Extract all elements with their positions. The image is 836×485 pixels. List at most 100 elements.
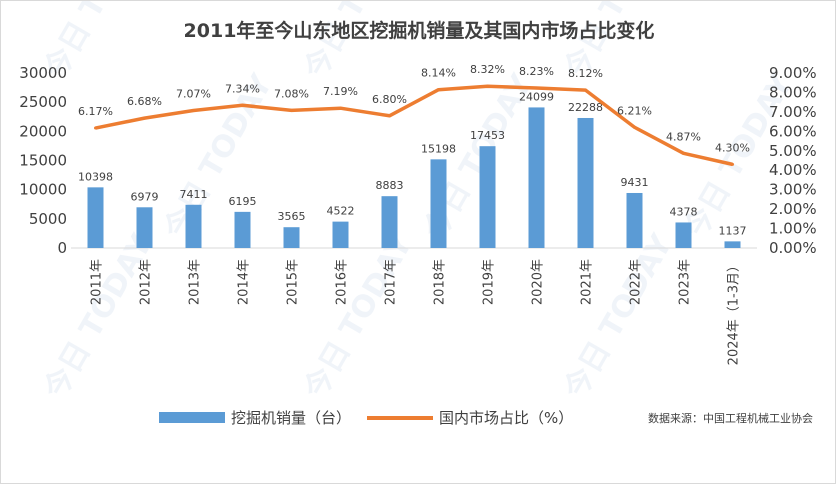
x-axis-labels: 2011年 2012年 2013年 2014年 2015年 2016年 2017年 2018年… <box>90 259 742 365</box>
right-tick-label: 5.00% <box>769 142 817 160</box>
line-point <box>94 126 97 130</box>
watermark-7: 今日 TODAY <box>298 228 421 405</box>
bar <box>430 159 447 248</box>
x-category-label: 2023年 <box>678 259 693 305</box>
right-tick-label: 1.00% <box>769 220 817 238</box>
right-tick-label: 4.00% <box>769 161 817 179</box>
bar <box>332 221 349 248</box>
bar <box>724 241 741 248</box>
x-category-label: 2014年 <box>237 259 252 305</box>
x-category-label: 2024年（1-3月） <box>727 259 742 365</box>
line-point <box>192 109 195 113</box>
left-tick-label: 15000 <box>19 152 67 170</box>
bar <box>577 117 594 248</box>
bar <box>528 107 545 248</box>
x-category-label: 2017年 <box>384 259 399 305</box>
line-data-label: 7.34% <box>225 82 260 95</box>
right-tick-label: 0.00% <box>769 239 817 257</box>
source-note: 数据来源：中国工程机械工业协会 <box>648 411 813 425</box>
bar-data-label: 24099 <box>519 90 554 103</box>
line-point <box>339 106 342 110</box>
line-point <box>682 151 685 155</box>
bar <box>136 207 153 248</box>
x-category-label: 2012年 <box>139 259 154 305</box>
line-point <box>535 86 538 90</box>
bar-data-label: 10398 <box>78 170 113 183</box>
legend: 挖掘机销量（台） 国内市场占比（%） <box>159 409 573 427</box>
line-point <box>731 162 734 166</box>
left-tick-label: 20000 <box>19 122 67 140</box>
x-category-label: 2018年 <box>433 259 448 305</box>
bar <box>283 227 300 248</box>
left-tick-label: 0 <box>57 239 67 257</box>
bar <box>87 187 104 248</box>
line-data-label: 6.80% <box>372 93 407 106</box>
chart-title: 2011年至今山东地区挖掘机销量及其国内市场占比变化 <box>184 19 655 42</box>
left-tick-label: 10000 <box>19 181 67 199</box>
watermark-6: 今日 TODAY <box>38 228 161 405</box>
right-axis: 0.00%1.00% 2.00%3.00% 4.00%5.00% 6.00%7.00%… <box>769 64 817 257</box>
line-series <box>94 84 734 167</box>
bar-data-label: 4522 <box>327 205 355 218</box>
bar <box>381 196 398 248</box>
bar <box>185 204 202 248</box>
legend-bar-swatch <box>159 412 225 423</box>
bar-data-label: 7411 <box>180 188 208 201</box>
bar-data-label: 4378 <box>670 205 698 218</box>
left-tick-label: 5000 <box>29 210 67 228</box>
left-axis: 0 5000 10000 15000 20000 25000 30000 <box>19 64 757 257</box>
x-category-label: 2022年 <box>629 259 644 305</box>
line-point <box>633 125 636 129</box>
right-tick-label: 2.00% <box>769 200 817 218</box>
x-category-label: 2020年 <box>531 259 546 305</box>
line-labels: 6.17% 6.68% 7.07% 7.34% 7.08% 7.19% 6.80% 8.14%… <box>78 63 750 154</box>
legend-bar-label: 挖掘机销量（台） <box>231 409 351 427</box>
line-data-label: 8.32% <box>470 63 505 76</box>
line-data-label: 4.87% <box>666 130 701 143</box>
bar-data-label: 3565 <box>278 210 306 223</box>
bar-data-label: 6195 <box>229 195 257 208</box>
bar-series <box>87 107 741 248</box>
bar-data-label: 8883 <box>376 179 404 192</box>
bar <box>626 192 643 248</box>
bar-data-label: 1137 <box>719 224 747 237</box>
line-point <box>143 116 146 120</box>
right-tick-label: 6.00% <box>769 122 817 140</box>
bar-data-label: 17453 <box>470 129 505 142</box>
x-category-label: 2011年 <box>90 259 105 305</box>
right-tick-label: 3.00% <box>769 181 817 199</box>
bar <box>675 222 692 248</box>
line-data-label: 8.23% <box>519 65 554 78</box>
bar <box>234 211 251 248</box>
line-data-label: 6.68% <box>127 95 162 108</box>
line-point <box>290 108 293 112</box>
line-point <box>437 88 440 92</box>
line-point <box>388 114 391 118</box>
left-tick-label: 30000 <box>19 64 67 82</box>
x-category-label: 2013年 <box>188 259 203 305</box>
line-data-label: 6.17% <box>78 105 113 118</box>
line-point <box>486 84 489 88</box>
line-data-label: 8.12% <box>568 67 603 80</box>
bar-data-label: 6979 <box>131 190 159 203</box>
watermark-1: 今日 TODAY <box>298 1 421 85</box>
bar <box>479 146 496 248</box>
right-tick-label: 9.00% <box>769 64 817 82</box>
line-point <box>584 88 587 92</box>
watermark-8: 今日 TODAY <box>558 228 681 405</box>
x-category-label: 2021年 <box>580 259 595 305</box>
line-data-label: 7.08% <box>274 87 309 100</box>
line-point <box>241 103 244 107</box>
series-line <box>95 84 733 167</box>
line-data-label: 6.21% <box>617 104 652 117</box>
left-tick-label: 25000 <box>19 93 67 111</box>
right-tick-label: 8.00% <box>769 83 817 101</box>
line-data-label: 8.14% <box>421 67 456 80</box>
line-data-label: 7.07% <box>176 88 211 101</box>
bar-data-label: 9431 <box>621 176 649 189</box>
right-tick-label: 7.00% <box>769 103 817 121</box>
line-data-label: 7.19% <box>323 85 358 98</box>
line-data-label: 4.30% <box>715 141 750 154</box>
